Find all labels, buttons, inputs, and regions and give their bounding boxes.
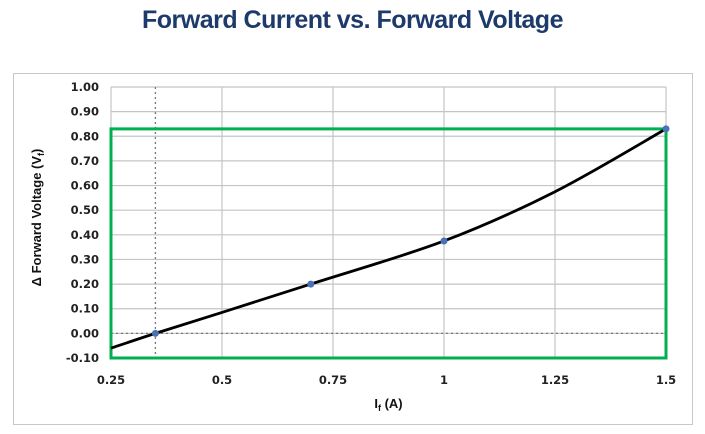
series-curve: [110, 127, 667, 350]
x-tick-label: 0.75: [319, 373, 347, 387]
y-tick-label: 0.60: [71, 179, 99, 193]
data-point: [662, 125, 670, 133]
x-axis-label-sub: f: [378, 403, 382, 413]
chart-title: Forward Current vs. Forward Voltage: [141, 6, 564, 34]
x-axis-label-main: I: [374, 396, 378, 411]
y-tick-label: 0.40: [71, 228, 99, 242]
y-axis-label-end: ): [29, 149, 44, 153]
x-tick-label: 1.25: [541, 373, 569, 387]
x-tick-label: 1: [440, 373, 448, 387]
y-tick-label: 0.30: [71, 252, 99, 266]
data-point: [307, 280, 315, 288]
y-tick-label: 0.50: [71, 203, 99, 217]
x-tick-label: 1.5: [656, 373, 676, 387]
x-axis-label: If (A): [374, 396, 402, 413]
y-tick-label: 0.00: [71, 326, 99, 340]
x-tick-label: 0.5: [212, 373, 232, 387]
y-tick-label: 1.00: [71, 80, 99, 94]
data-point: [440, 237, 448, 245]
y-tick-label: 0.20: [71, 277, 99, 291]
y-tick-label: 0.80: [71, 129, 99, 143]
y-tick-label: 0.90: [71, 105, 99, 119]
y-axis-label-main: Δ Forward Voltage (V: [29, 156, 44, 287]
y-axis-label: Δ Forward Voltage (Vf): [29, 149, 46, 287]
highlight-box: [109, 127, 668, 360]
chart-frame: [13, 73, 693, 425]
x-axis-label-unit: (A): [381, 396, 403, 411]
y-tick-label: 0.70: [71, 154, 99, 168]
data-point: [151, 329, 159, 337]
x-tick-label: 0.25: [97, 373, 125, 387]
y-tick-label: 0.10: [71, 302, 99, 316]
y-tick-label: -0.10: [66, 351, 99, 365]
y-axis-label-sub: f: [36, 152, 46, 156]
